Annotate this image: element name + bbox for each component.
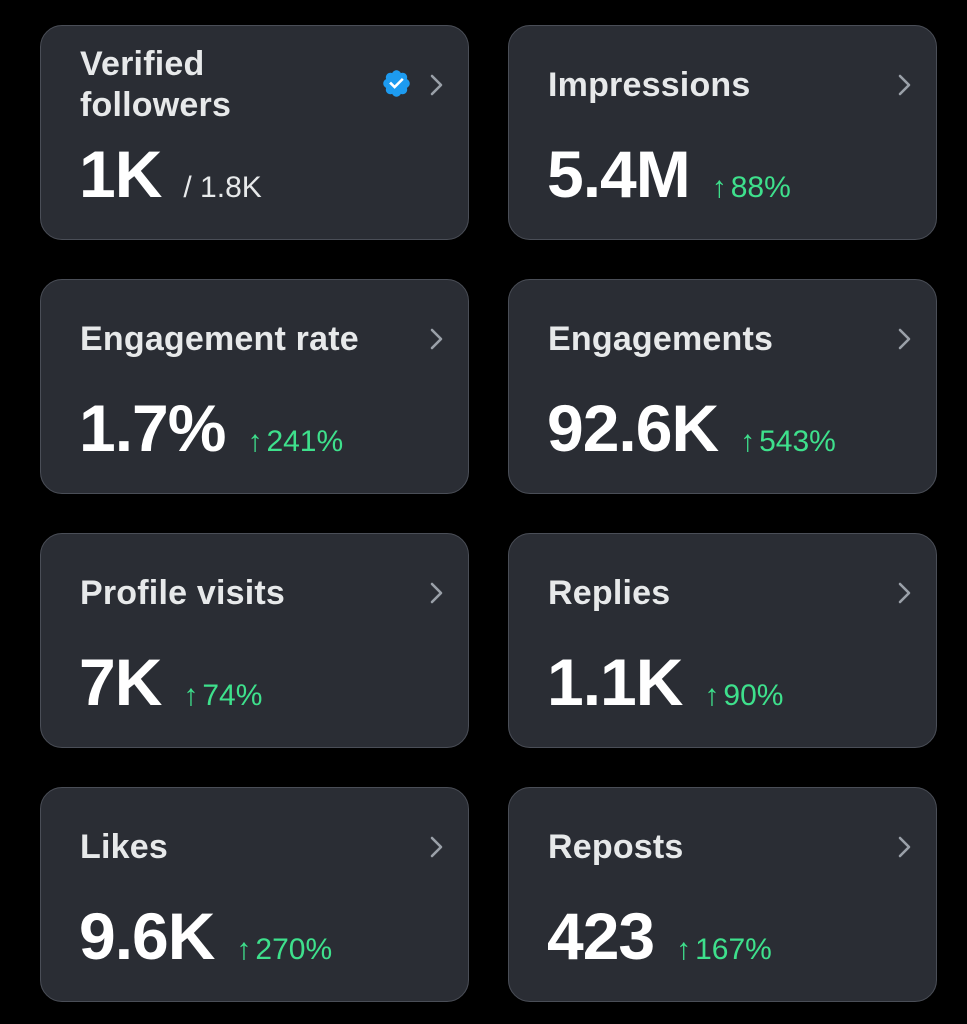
metric-row: 1.7% ↑ 241% xyxy=(79,392,343,464)
metric-value: 5.4M xyxy=(547,137,691,211)
card-profile-visits[interactable]: Profile visits 7K ↑ 74% xyxy=(40,533,469,748)
arrow-up-icon: ↑ xyxy=(704,679,720,712)
metric-value: 9.6K xyxy=(79,899,215,973)
metric-change: ↑ 74% xyxy=(183,679,262,713)
card-reposts[interactable]: Reposts 423 ↑ 167% xyxy=(508,787,937,1002)
card-label: Reposts xyxy=(548,828,684,866)
metric-total: / 1.8K xyxy=(183,171,262,204)
chevron-right-icon[interactable] xyxy=(424,831,448,863)
metric-value: 423 xyxy=(547,899,655,973)
metric-change: ↑ 270% xyxy=(236,933,332,967)
card-label: Profile visits xyxy=(80,574,285,612)
card-replies[interactable]: Replies 1.1K ↑ 90% xyxy=(508,533,937,748)
card-impressions[interactable]: Impressions 5.4M ↑ 88% xyxy=(508,25,937,240)
card-label: Engagement rate xyxy=(80,320,359,358)
arrow-up-icon: ↑ xyxy=(236,933,252,966)
chevron-right-icon[interactable] xyxy=(892,831,916,863)
arrow-up-icon: ↑ xyxy=(247,425,263,458)
metric-change: ↑ 543% xyxy=(740,425,836,459)
analytics-grid: Verified followers 1K / 1.8K Impressions… xyxy=(40,25,937,1002)
metric-value: 1K xyxy=(79,137,162,211)
change-percent: 543% xyxy=(759,425,836,458)
card-label: Likes xyxy=(80,828,168,866)
chevron-right-icon[interactable] xyxy=(424,323,448,355)
card-engagements[interactable]: Engagements 92.6K ↑ 543% xyxy=(508,279,937,494)
change-percent: 74% xyxy=(202,679,263,712)
metric-row: 1K / 1.8K xyxy=(79,138,262,210)
arrow-up-icon: ↑ xyxy=(711,171,727,204)
metric-row: 5.4M ↑ 88% xyxy=(547,138,791,210)
chevron-right-icon[interactable] xyxy=(892,577,916,609)
chevron-right-icon[interactable] xyxy=(424,577,448,609)
chevron-right-icon[interactable] xyxy=(892,69,916,101)
change-percent: 88% xyxy=(730,171,791,204)
arrow-up-icon: ↑ xyxy=(183,679,199,712)
change-percent: 90% xyxy=(723,679,784,712)
card-label: Engagements xyxy=(548,320,774,358)
card-label: Impressions xyxy=(548,66,751,104)
verified-badge-icon xyxy=(383,70,410,97)
metric-row: 9.6K ↑ 270% xyxy=(79,900,332,972)
card-label: Replies xyxy=(548,574,671,612)
metric-value: 7K xyxy=(79,645,162,719)
card-label: Verified followers xyxy=(80,45,232,124)
metric-value: 92.6K xyxy=(547,391,719,465)
metric-row: 1.1K ↑ 90% xyxy=(547,646,783,718)
change-percent: 167% xyxy=(695,933,772,966)
change-percent: 270% xyxy=(255,933,333,966)
chevron-right-icon[interactable] xyxy=(424,69,448,101)
metric-change: ↑ 241% xyxy=(247,425,343,459)
metric-row: 7K ↑ 74% xyxy=(79,646,262,718)
metric-value: 1.7% xyxy=(79,391,226,465)
card-engagement-rate[interactable]: Engagement rate 1.7% ↑ 241% xyxy=(40,279,469,494)
metric-change: ↑ 90% xyxy=(704,679,783,713)
metric-row: 92.6K ↑ 543% xyxy=(547,392,836,464)
chevron-right-icon[interactable] xyxy=(892,323,916,355)
arrow-up-icon: ↑ xyxy=(740,425,756,458)
metric-change: ↑ 167% xyxy=(676,933,772,967)
card-verified-followers[interactable]: Verified followers 1K / 1.8K xyxy=(40,25,469,240)
metric-row: 423 ↑ 167% xyxy=(547,900,772,972)
change-percent: 241% xyxy=(266,425,344,458)
metric-value: 1.1K xyxy=(547,645,683,719)
metric-change: ↑ 88% xyxy=(712,171,791,205)
card-likes[interactable]: Likes 9.6K ↑ 270% xyxy=(40,787,469,1002)
arrow-up-icon: ↑ xyxy=(676,933,692,966)
